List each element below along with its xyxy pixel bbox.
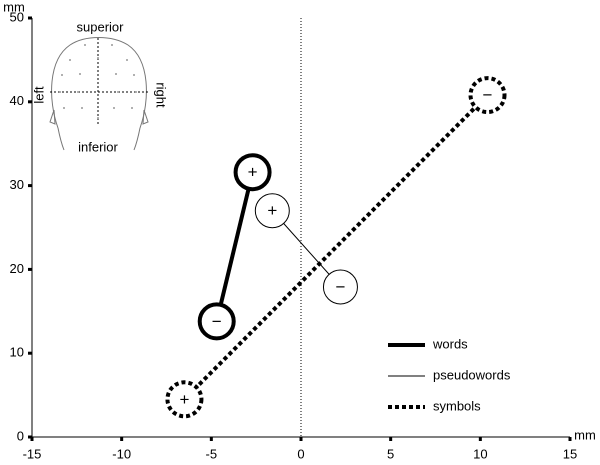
inset-top: superior bbox=[77, 19, 125, 34]
pole-sign: − bbox=[212, 312, 222, 331]
head-inset bbox=[49, 37, 149, 151]
x-tick-label: -10 bbox=[112, 446, 131, 461]
inset-bottom: inferior bbox=[78, 139, 118, 154]
x-tick-label: -15 bbox=[23, 446, 42, 461]
pole-sign: + bbox=[179, 390, 189, 409]
legend-label: words bbox=[432, 336, 468, 351]
pole-marker bbox=[233, 153, 272, 192]
x-tick-label: 0 bbox=[297, 446, 304, 461]
x-tick-label: 5 bbox=[387, 446, 394, 461]
x-tick-label: -5 bbox=[206, 446, 218, 461]
legend-label: pseudowords bbox=[433, 367, 511, 382]
legend-label: symbols bbox=[433, 398, 481, 413]
neck bbox=[57, 127, 141, 151]
pole-sign: − bbox=[335, 277, 345, 296]
x-tick-label: 10 bbox=[473, 446, 487, 461]
y-tick-label: 10 bbox=[10, 345, 24, 360]
electrodes bbox=[59, 44, 137, 119]
pole-marker bbox=[254, 193, 290, 229]
x-axis-label: mm bbox=[574, 427, 596, 442]
y-tick-label: 50 bbox=[10, 9, 24, 24]
pole-marker bbox=[165, 380, 204, 419]
head-outline bbox=[51, 37, 147, 129]
pole-marker bbox=[197, 302, 236, 341]
y-tick-label: 0 bbox=[17, 428, 24, 443]
pole-marker bbox=[468, 76, 507, 115]
y-tick-label: 20 bbox=[10, 261, 24, 276]
inset-left: left bbox=[31, 86, 46, 104]
series-line bbox=[214, 171, 255, 322]
pole-sign: + bbox=[267, 201, 277, 220]
pole-sign: − bbox=[483, 86, 493, 105]
pole-marker bbox=[322, 269, 358, 305]
y-tick-label: 40 bbox=[10, 93, 24, 108]
series-line bbox=[183, 93, 489, 401]
inset-right: right bbox=[154, 82, 169, 108]
ears bbox=[49, 109, 149, 125]
y-tick-label: 30 bbox=[10, 177, 24, 192]
pole-sign: + bbox=[248, 163, 258, 182]
x-tick-label: 15 bbox=[563, 446, 577, 461]
y-axis-label: mm bbox=[3, 0, 25, 14]
